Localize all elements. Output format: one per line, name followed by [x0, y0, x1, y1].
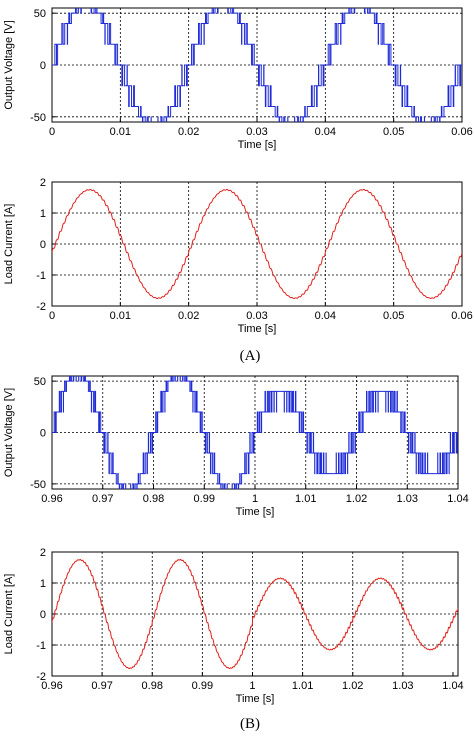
x-tick-label: 0.05	[383, 310, 404, 322]
x-tick-label: 0.03	[246, 310, 267, 322]
y-tick-label: 50	[34, 376, 46, 388]
x-tick-label: 1.01	[295, 493, 316, 505]
y-tick-label: -2	[36, 671, 46, 683]
panel-label-a: (A)	[240, 348, 261, 364]
x-tick-label: 0	[49, 310, 55, 322]
voltage-series-line	[52, 376, 458, 489]
x-tick-label: 1.03	[392, 680, 413, 692]
x-tick-label: 0.99	[192, 680, 213, 692]
y-axis-label: Output Voltage [V]	[3, 388, 15, 477]
x-tick-label: 0.02	[178, 310, 199, 322]
current-series-line	[52, 558, 458, 670]
y-tick-label: 2	[40, 177, 46, 189]
x-tick-label: 0.97	[92, 493, 113, 505]
x-tick-label: 0.04	[315, 126, 336, 138]
x-tick-label: 1	[249, 680, 255, 692]
y-tick-label: 0	[40, 239, 46, 251]
current-series-line	[52, 188, 462, 300]
x-tick-label: 1.02	[346, 493, 367, 505]
x-tick-label: 0.03	[246, 126, 267, 138]
y-tick-label: -1	[36, 640, 46, 652]
x-tick-label: 0.97	[91, 680, 112, 692]
x-tick-label: 0.06	[451, 126, 472, 138]
y-tick-label: 50	[34, 8, 46, 20]
x-axis-label: Time [s]	[236, 506, 275, 518]
y-tick-label: 1	[40, 208, 46, 220]
y-tick-label: 0	[40, 60, 46, 72]
x-tick-label: 0.04	[315, 310, 336, 322]
x-tick-label: 0.96	[41, 493, 62, 505]
voltage-series-line	[52, 8, 462, 122]
x-tick-label: 1.02	[342, 680, 363, 692]
x-tick-label: 0.06	[451, 310, 472, 322]
y-axis-label: Output Voltage [V]	[3, 20, 15, 109]
x-tick-label: 0.01	[110, 126, 131, 138]
x-tick-label: 1.04	[447, 493, 468, 505]
plot-a-current: 0 0.01 0.02 0.03 0.04 0.05 0.06 -2 -1 0 1 2 Time [s]…	[3, 177, 473, 335]
x-axis-label: Time [s]	[236, 693, 275, 705]
x-tick-label: 0.96	[41, 680, 62, 692]
x-tick-label: 1.04	[442, 680, 463, 692]
y-tick-label: -1	[36, 270, 46, 282]
x-axis-label: Time [s]	[238, 139, 277, 151]
y-tick-label: 0	[40, 609, 46, 621]
x-tick-label: 0	[49, 126, 55, 138]
y-tick-label: 0	[40, 428, 46, 440]
x-tick-label: 0.01	[110, 310, 131, 322]
y-axis-label: Load Current [A]	[3, 574, 15, 655]
y-axis-label: Load Current [A]	[3, 204, 15, 285]
x-tick-label: 0.99	[194, 493, 215, 505]
panel-label-b: (B)	[240, 716, 260, 732]
plot-b-voltage: 0.96 0.97 0.98 0.99 1 1.01 1.02 1.03 1.04 -50 0 50 T…	[3, 375, 469, 518]
x-tick-label: 0.98	[142, 680, 163, 692]
x-tick-label: 1.03	[397, 493, 418, 505]
x-tick-label: 0.05	[383, 126, 404, 138]
y-tick-label: 1	[40, 578, 46, 590]
y-tick-label: -50	[30, 479, 46, 491]
x-tick-label: 1.01	[292, 680, 313, 692]
plot-b-current: 0.96 0.97 0.98 0.99 1 1.01 1.02 1.03 1.04 -2 -1 0 1 2…	[3, 547, 464, 705]
x-tick-label: 0.02	[178, 126, 199, 138]
x-tick-label: 1	[252, 493, 258, 505]
y-tick-label: -2	[36, 301, 46, 313]
y-tick-label: -50	[30, 112, 46, 124]
x-tick-label: 0.98	[143, 493, 164, 505]
y-tick-label: 2	[40, 547, 46, 559]
x-axis-label: Time [s]	[238, 323, 277, 335]
